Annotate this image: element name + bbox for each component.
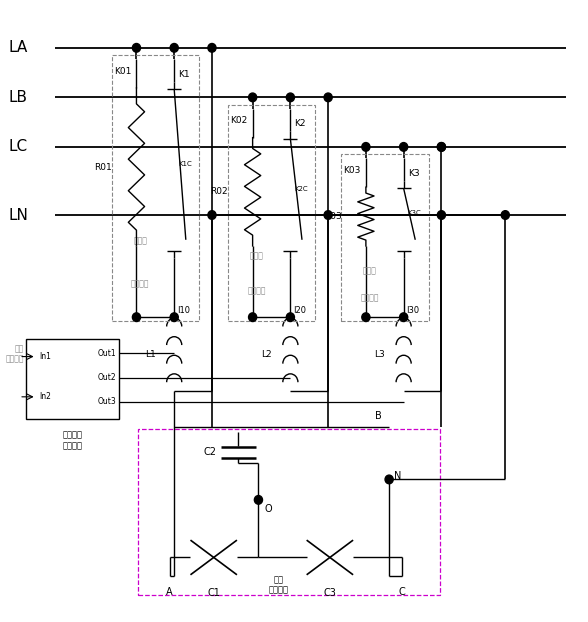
Text: K2C: K2C [295,186,308,192]
Text: C3: C3 [323,588,336,598]
Circle shape [501,211,509,220]
Circle shape [170,313,178,322]
Text: R03: R03 [324,212,342,221]
Text: 电容预: 电容预 [249,251,263,261]
Circle shape [400,313,407,322]
Text: 可控开关: 可控开关 [62,430,82,440]
Text: I30: I30 [406,306,420,315]
Text: K3: K3 [407,169,419,178]
Text: C2: C2 [203,447,216,457]
Text: Out2: Out2 [98,373,116,382]
Circle shape [362,142,370,151]
Text: 电容器组: 电容器组 [269,585,289,594]
Circle shape [385,475,393,484]
Text: 主控电路: 主控电路 [5,355,24,363]
Text: 充电电路: 充电电路 [360,293,379,302]
Circle shape [208,211,216,220]
Circle shape [400,142,407,151]
Text: LC: LC [9,139,28,154]
Text: R01: R01 [94,162,112,172]
Text: I10: I10 [177,306,190,315]
Circle shape [286,313,295,322]
Circle shape [324,93,332,102]
Text: 电容预: 电容预 [363,266,376,276]
Text: K2: K2 [295,119,306,128]
Text: Out1: Out1 [98,349,116,358]
Circle shape [249,93,257,102]
Text: 驱动电路: 驱动电路 [62,441,82,450]
Text: In1: In1 [39,352,51,361]
Circle shape [170,44,178,52]
Circle shape [437,142,446,151]
Text: 充电电路: 充电电路 [131,279,149,288]
Circle shape [249,313,257,322]
Circle shape [286,93,295,102]
Text: LN: LN [9,208,29,223]
Text: 星接: 星接 [274,575,284,584]
Text: C: C [399,587,405,597]
Circle shape [362,313,370,322]
Circle shape [437,142,446,151]
Circle shape [208,44,216,52]
Text: 电容预: 电容预 [133,237,147,246]
Text: A: A [166,587,173,597]
Circle shape [132,313,141,322]
Circle shape [132,44,141,52]
Text: In2: In2 [39,392,51,401]
Text: L1: L1 [145,350,156,359]
Text: K3C: K3C [407,210,422,216]
Text: L3: L3 [375,350,385,359]
Text: L2: L2 [261,350,272,359]
Bar [342,154,429,321]
Text: 充电电路: 充电电路 [247,286,266,295]
Text: O: O [264,504,272,514]
Circle shape [437,211,446,220]
Bar [138,429,440,595]
Text: K02: K02 [230,116,247,126]
Text: K03: K03 [343,166,360,175]
Text: LA: LA [9,40,28,55]
Text: I20: I20 [293,306,306,315]
Text: R02: R02 [211,187,228,197]
Text: Out3: Out3 [98,397,116,406]
Text: K01: K01 [114,67,131,76]
Text: C1: C1 [207,588,220,598]
Text: K1: K1 [178,70,190,79]
Bar [228,104,315,321]
Text: LB: LB [9,90,28,105]
Text: N: N [394,471,401,481]
Bar [26,339,119,419]
Text: 外部: 外部 [15,345,24,354]
Bar [112,55,199,321]
Text: K1C: K1C [178,161,192,167]
Text: B: B [375,411,382,421]
Circle shape [324,211,332,220]
Circle shape [255,496,262,504]
